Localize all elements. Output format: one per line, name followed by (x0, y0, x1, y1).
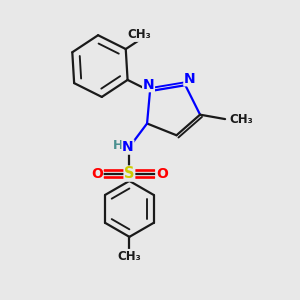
Text: S: S (124, 166, 135, 181)
Text: O: O (156, 167, 168, 181)
Text: N: N (143, 78, 154, 92)
Text: O: O (91, 167, 103, 181)
Text: CH₃: CH₃ (128, 28, 151, 41)
Text: CH₃: CH₃ (118, 250, 141, 262)
Text: N: N (122, 140, 134, 154)
Text: CH₃: CH₃ (230, 112, 253, 126)
Text: H: H (113, 139, 123, 152)
Text: N: N (184, 72, 196, 86)
